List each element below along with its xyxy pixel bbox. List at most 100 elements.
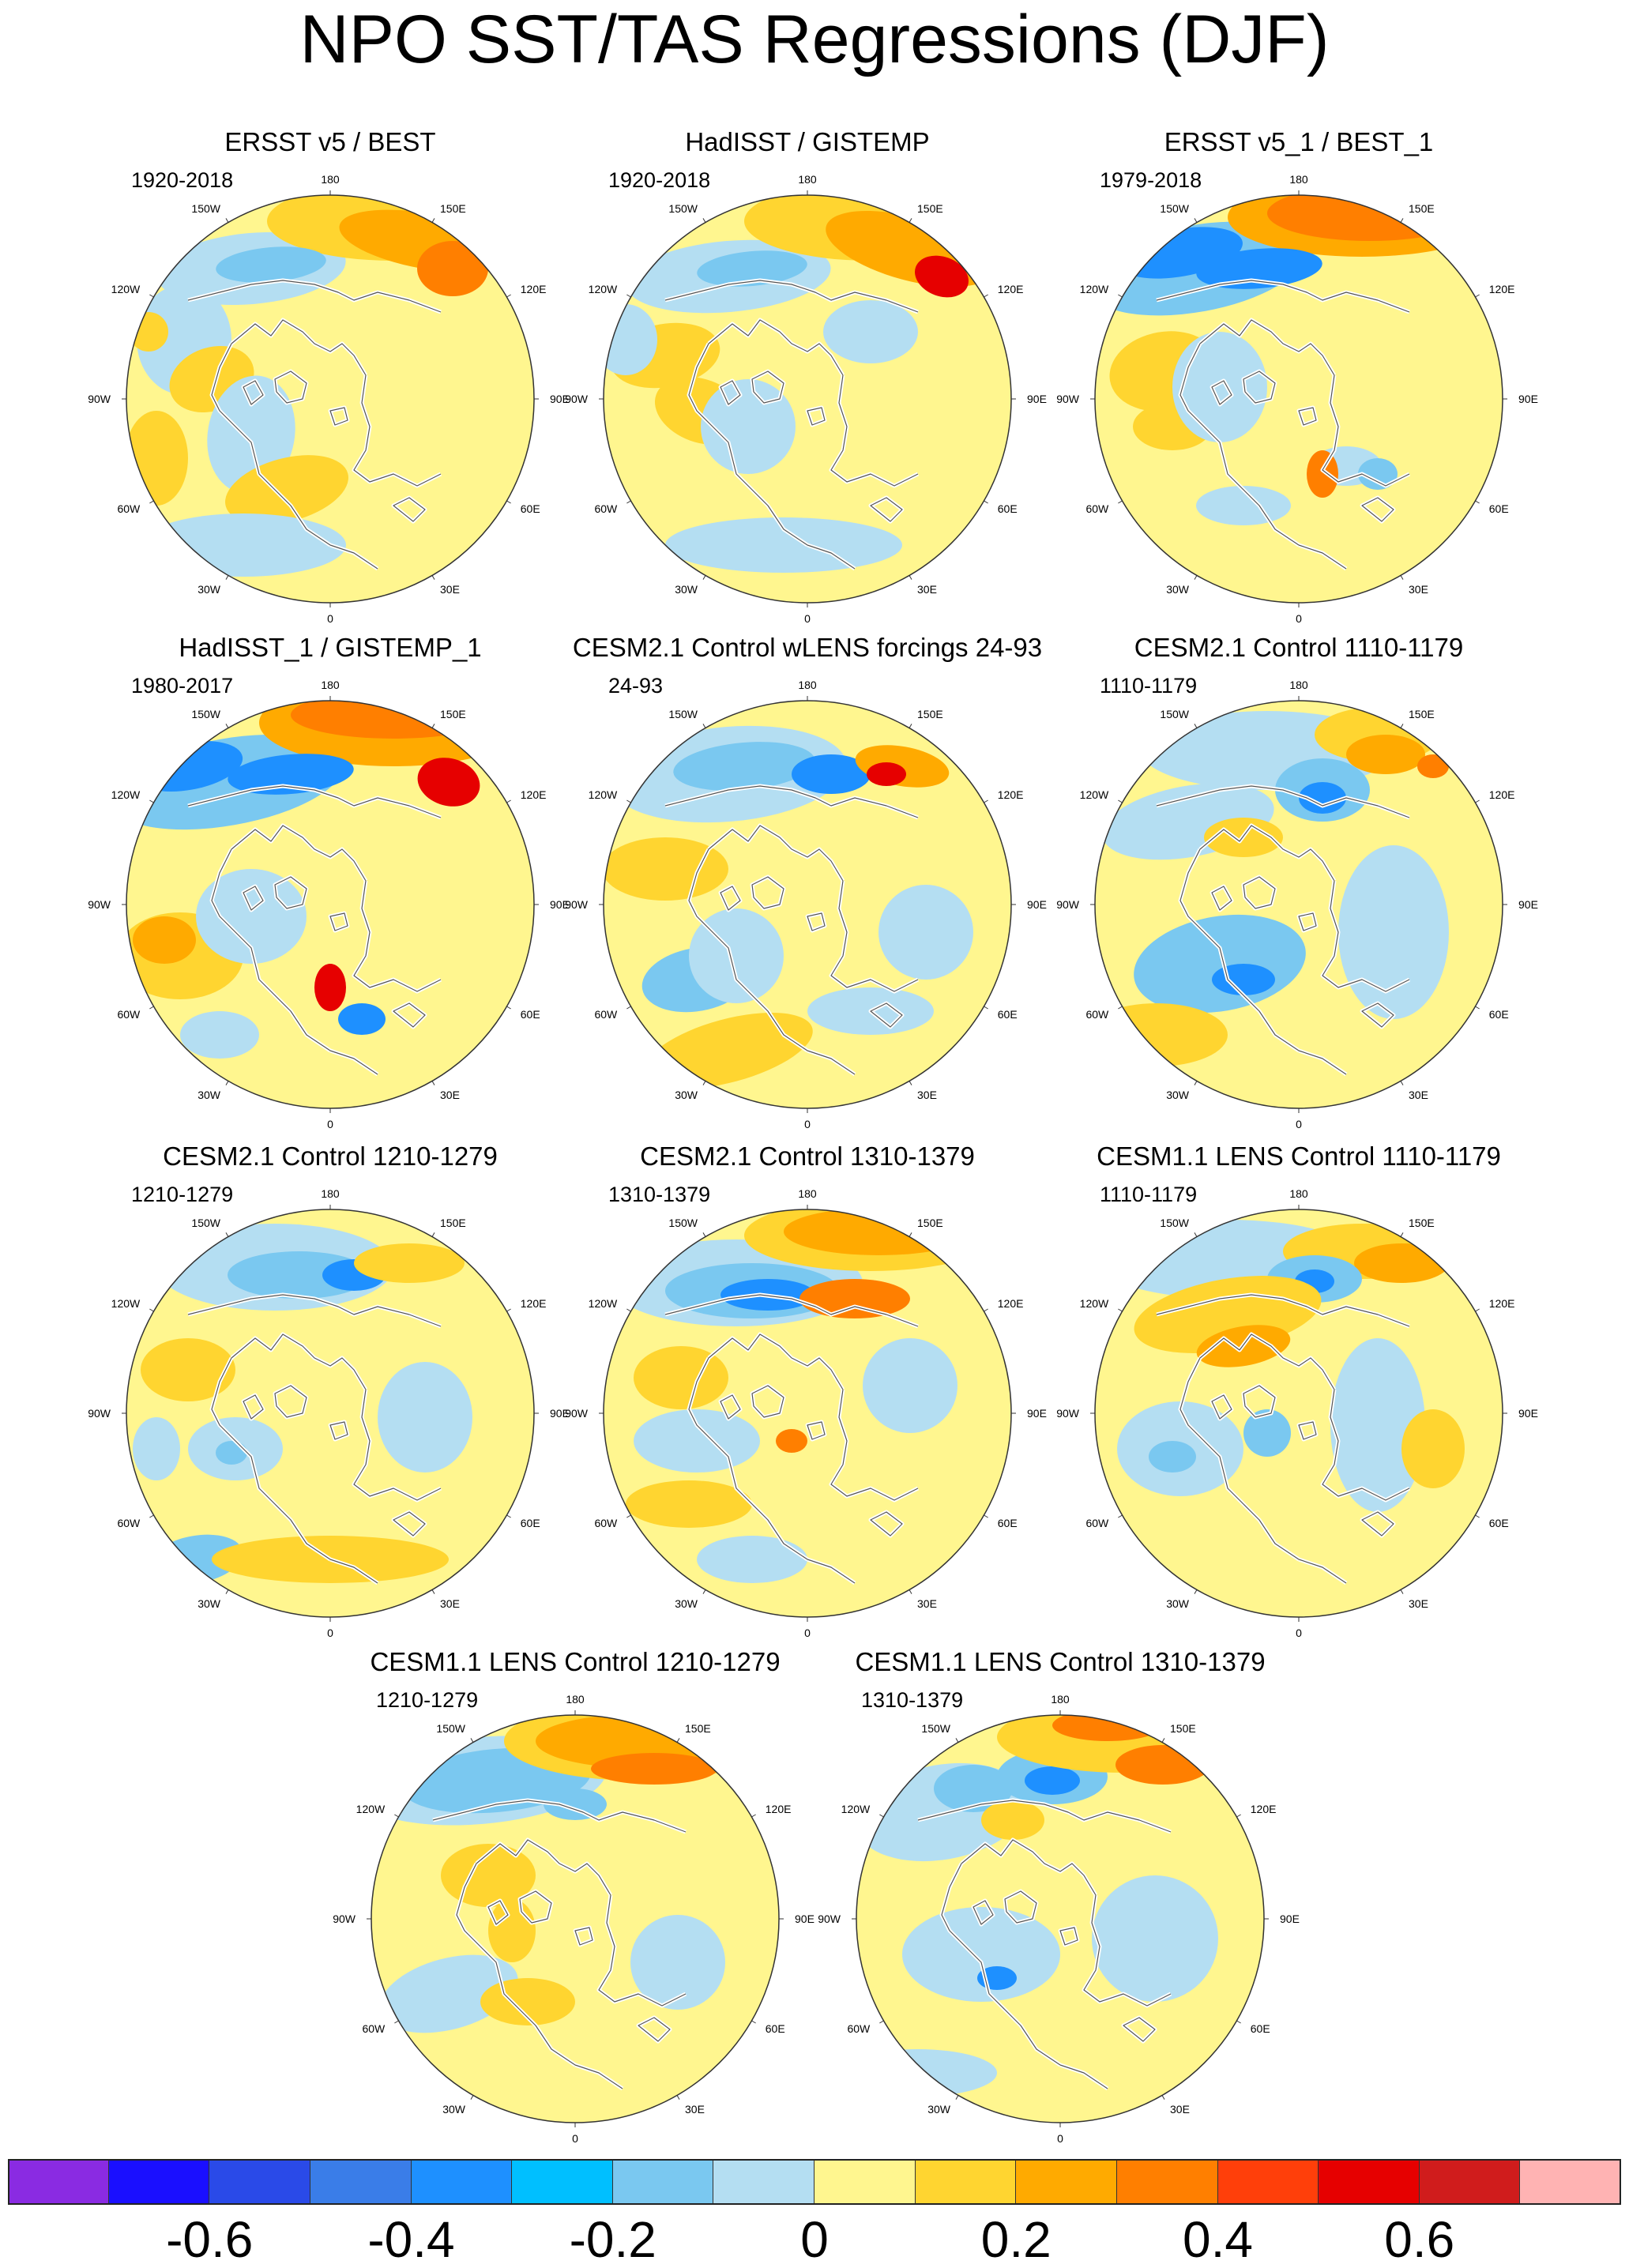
longitude-label: 120W: [1080, 283, 1109, 295]
longitude-tick: [702, 724, 706, 728]
coastline: [231, 319, 367, 376]
anomaly-region: [216, 246, 326, 283]
longitude-label: 60E: [521, 502, 540, 515]
longitude-label: 60W: [1085, 1517, 1109, 1529]
coastline: [807, 544, 856, 570]
longitude-label: 120W: [111, 283, 141, 295]
longitude-tick: [676, 1738, 680, 1743]
longitude-label: 90W: [88, 393, 111, 405]
polar-map: 180 150W 150E 120W 120E 90W 90E 60W 60E 30W 30E 0: [333, 1693, 814, 2145]
polar-map: 180 150W 150E 120W 120E 90W 90E 60W 60E 30W 30E 0: [1056, 1187, 1538, 1639]
longitude-tick: [879, 1814, 884, 1818]
longitude-label: 90W: [1056, 1407, 1080, 1420]
longitude-tick: [909, 724, 912, 728]
longitude-label: 90W: [333, 1913, 356, 1925]
longitude-tick: [149, 1514, 154, 1518]
longitude-label: 60E: [998, 1008, 1018, 1021]
longitude-tick: [984, 500, 988, 504]
longitude-label: 150E: [917, 202, 943, 215]
longitude-tick: [1475, 1006, 1480, 1010]
longitude-label: 150W: [668, 1217, 698, 1229]
colorbar-box: [1016, 2159, 1117, 2205]
anomaly-region: [1401, 1409, 1465, 1488]
longitude-label: 60E: [1489, 502, 1509, 515]
panel-title: CESM1.1 LENS Control 1110-1179: [1097, 1142, 1501, 1171]
map-panel: CESM1.1 LENS Control 1210-1279 1210-1279 1…: [333, 1646, 814, 2152]
anomaly-region: [867, 762, 906, 786]
longitude-label: 120W: [589, 283, 618, 295]
longitude-tick: [394, 2020, 399, 2024]
colorbar-box: [1319, 2159, 1420, 2205]
coastline: [1156, 280, 1410, 313]
coastline: [807, 407, 826, 426]
coastline: [688, 1357, 808, 1560]
longitude-tick: [909, 1589, 912, 1594]
colorbar-box: [713, 2159, 814, 2205]
anomaly-region: [225, 455, 348, 525]
longitude-tick: [225, 218, 229, 223]
longitude-label: 60E: [1489, 1008, 1509, 1021]
longitude-tick: [909, 575, 912, 580]
coastline: [393, 1511, 426, 1536]
longitude-tick: [879, 2020, 884, 2024]
polar-map: 180 150W 150E 120W 120E 90W 90E 60W 60E 30W 30E 0: [88, 679, 570, 1130]
anomaly-region: [591, 1753, 717, 1785]
map-panel: CESM1.1 LENS Control 1310-1379 1310-1379 1…: [818, 1646, 1300, 2152]
coastline: [393, 1002, 426, 1028]
longitude-label: 30W: [1166, 1597, 1190, 1610]
longitude-label: 60E: [766, 2022, 785, 2035]
longitude-label: 90W: [565, 393, 589, 405]
panel-title: CESM2.1 Control 1110-1179: [1134, 633, 1464, 662]
longitude-label: 30W: [442, 2103, 466, 2116]
longitude-label: 90E: [1518, 393, 1538, 405]
anomaly-region: [934, 1765, 1013, 1812]
longitude-label: 90E: [1518, 898, 1538, 911]
longitude-tick: [676, 2095, 680, 2100]
colorbar-box: [1116, 2159, 1218, 2205]
panel-period: 1210-1279: [376, 1688, 479, 1712]
longitude-label: 30E: [440, 583, 460, 596]
coastline: [274, 876, 307, 909]
coastline: [973, 1900, 994, 1925]
coastline: [917, 1800, 1172, 1833]
longitude-label: 150W: [1160, 202, 1189, 215]
longitude-label: 180: [321, 679, 340, 691]
coastline: [1243, 370, 1276, 404]
coastline: [1059, 2064, 1108, 2089]
longitude-tick: [751, 1814, 756, 1818]
coastline: [187, 1294, 442, 1327]
coastline: [664, 280, 919, 313]
longitude-tick: [751, 2020, 756, 2024]
coastline: [1322, 1389, 1410, 1501]
longitude-label: 120W: [111, 1297, 141, 1310]
longitude-label: 60W: [117, 1517, 141, 1529]
longitude-label: 150E: [1409, 708, 1435, 720]
longitude-tick: [909, 218, 912, 223]
coastline: [961, 1839, 1097, 1896]
coastline: [1322, 880, 1410, 992]
longitude-tick: [470, 1738, 474, 1743]
longitude-tick: [225, 1589, 229, 1594]
coastline: [329, 1421, 348, 1440]
anomaly-region: [216, 1441, 247, 1465]
longitude-label: 30W: [927, 2103, 951, 2116]
longitude-label: 120E: [998, 283, 1024, 295]
coastline: [329, 912, 348, 931]
longitude-tick: [702, 1232, 706, 1237]
polar-map: 180 150W 150E 120W 120E 90W 90E 60W 60E 30W 30E 0: [88, 173, 570, 625]
longitude-label: 90E: [550, 393, 570, 405]
coastline: [1298, 1421, 1317, 1440]
longitude-label: 30E: [1170, 2103, 1190, 2116]
longitude-tick: [1400, 724, 1404, 728]
coastline: [1361, 1511, 1394, 1536]
anomaly-region: [544, 1788, 607, 1820]
anomaly-region: [1243, 1409, 1291, 1457]
coastline: [830, 880, 919, 992]
anomaly-region: [1354, 1243, 1449, 1283]
longitude-label: 120W: [841, 1803, 871, 1815]
coastline: [1243, 876, 1276, 909]
longitude-label: 90E: [1280, 1913, 1300, 1925]
longitude-tick: [1161, 1738, 1165, 1743]
longitude-tick: [431, 724, 435, 728]
coastline: [870, 497, 903, 522]
